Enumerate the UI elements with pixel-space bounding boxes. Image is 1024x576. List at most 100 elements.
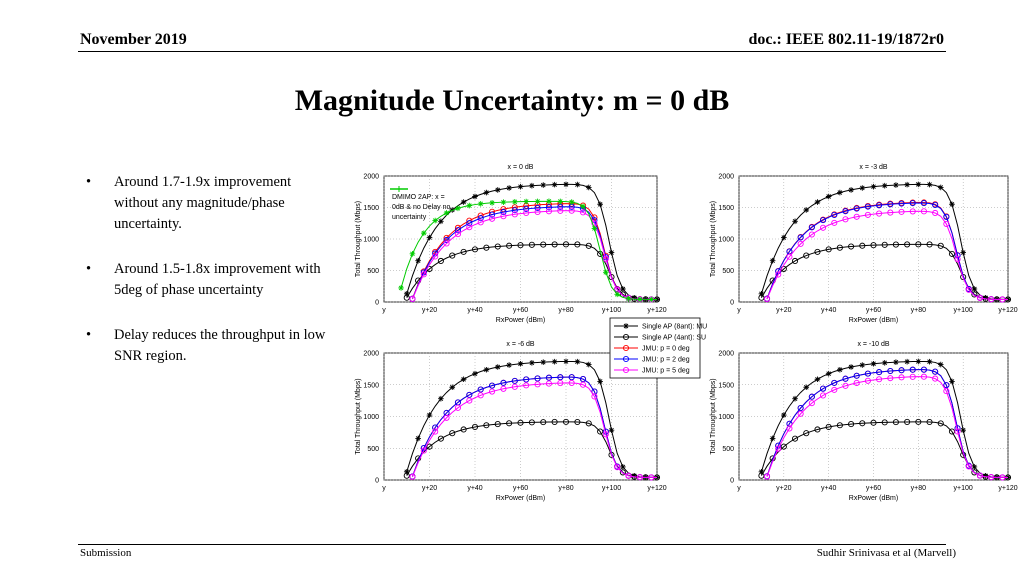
series-point-su (825, 246, 832, 253)
series-point-p5 (636, 474, 643, 481)
series-point-p2 (443, 236, 450, 243)
series-point-p2 (545, 204, 552, 211)
series-point-mu (870, 183, 877, 190)
legend-label: JMU: p = 0 deg (642, 346, 690, 353)
y-tick-label: 1000 (363, 237, 379, 244)
series-point-p2 (477, 386, 484, 393)
series-point-p5 (954, 256, 961, 263)
x-tick-label: y+40 (821, 307, 836, 314)
series-point-p5 (988, 296, 995, 303)
series-point-p5 (842, 216, 849, 223)
series-point-p2 (831, 211, 838, 218)
series-point-p5 (568, 207, 575, 214)
y-tick-label: 1000 (363, 414, 379, 421)
series-point-p5 (876, 210, 883, 217)
series-point-p5 (965, 286, 972, 293)
series-point-p5 (545, 380, 552, 387)
series-point-mu (517, 183, 524, 190)
series-point-mu (438, 395, 444, 402)
series-point-p5 (763, 296, 771, 303)
series-point-p2 (820, 217, 827, 224)
series-point-p5 (932, 209, 939, 217)
series-point-p5 (797, 240, 804, 247)
series-point-p5 (808, 231, 815, 238)
series-point-mu (494, 187, 501, 193)
series-point-dmimo (637, 296, 643, 303)
series-point-su (870, 242, 877, 249)
series-point-mu (415, 257, 421, 264)
y-tick-label: 1500 (718, 382, 734, 389)
series-point-p5 (786, 253, 793, 260)
series-point-p2 (489, 382, 496, 389)
chart-title: x = -6 dB (506, 341, 535, 348)
series-point-p2 (842, 208, 849, 215)
series-point-su (803, 430, 810, 437)
series-point-mu (837, 189, 843, 196)
bullet-list: • Around 1.7-1.9x improvement without an… (86, 172, 336, 391)
header-doc-id: doc.: IEEE 802.11-19/1872r0 (748, 31, 944, 48)
series-point-p5 (454, 404, 461, 411)
x-tick-label: y+20 (776, 307, 791, 314)
series-point-mu (949, 378, 955, 385)
series-point-dmimo (398, 285, 404, 291)
series-point-p5 (511, 383, 518, 390)
series-point-p5 (954, 428, 961, 435)
series-point-mu (483, 189, 490, 196)
x-tick-label: y+60 (513, 307, 528, 314)
series-point-dmimo (580, 203, 586, 210)
series-point-p5 (898, 208, 905, 215)
throughput-chart: 0 500 1000 1500 2000 y y+20 y+40 y+60 y+80 y+100 y+… (355, 164, 667, 324)
bullet-marker: • (86, 261, 92, 277)
series-point-mu (803, 207, 810, 213)
series-point-p5 (864, 377, 871, 384)
series-point-su (471, 423, 479, 431)
series-point-p2 (466, 391, 473, 398)
series-point-dmimo (546, 198, 552, 205)
x-tick-label: y+80 (911, 485, 926, 492)
series-point-mu (506, 362, 512, 368)
x-tick-label: y (737, 307, 741, 314)
series-point-p5 (511, 211, 518, 218)
series-point-dmimo (625, 295, 632, 302)
series-point-mu (529, 182, 535, 189)
footer-submission: Submission (80, 547, 132, 559)
series-point-mu (859, 185, 866, 191)
series-point-p2 (887, 367, 894, 375)
x-tick-label: y+40 (467, 485, 482, 492)
series-point-p5 (853, 213, 860, 220)
series-point-dmimo (534, 198, 541, 205)
x-tick-label: y+20 (422, 485, 437, 492)
series-point-p5 (545, 208, 552, 215)
series-point-p2 (557, 374, 564, 381)
legend-label: JMU: p = 2 deg (642, 357, 690, 364)
series-point-mu (870, 360, 877, 367)
series-point-su (562, 241, 570, 248)
series-point-mu (915, 181, 922, 188)
series-point-p5 (466, 397, 473, 404)
series-point-mu (574, 358, 581, 365)
y-tick-label: 500 (722, 446, 734, 453)
series-point-p2 (545, 374, 552, 381)
series-point-p5 (534, 208, 541, 216)
series-point-p5 (876, 376, 883, 383)
x-tick-label: y+100 (602, 485, 621, 492)
x-tick-label: y+120 (998, 307, 1017, 314)
series-point-dmimo (409, 251, 416, 257)
series-point-su (426, 443, 433, 450)
series-point-su (892, 241, 899, 248)
bullet-item: • Around 1.7-1.9x improvement without an… (86, 172, 336, 235)
series-point-su (881, 241, 888, 248)
series-point-p2 (909, 366, 916, 373)
series-point-su (780, 443, 787, 450)
legend-label: Single AP (4ant): SU (642, 335, 706, 342)
series-point-su (471, 246, 479, 253)
series-point-mu (551, 181, 558, 188)
series-point-p2 (534, 375, 541, 382)
series-point-su (825, 423, 832, 431)
series-point-su (585, 242, 592, 249)
series-point-dmimo (466, 202, 473, 209)
series-point-p2 (820, 385, 827, 392)
series-point-mu (415, 435, 421, 442)
series-point-p5 (409, 296, 416, 303)
y-tick-label: 2000 (363, 351, 379, 358)
